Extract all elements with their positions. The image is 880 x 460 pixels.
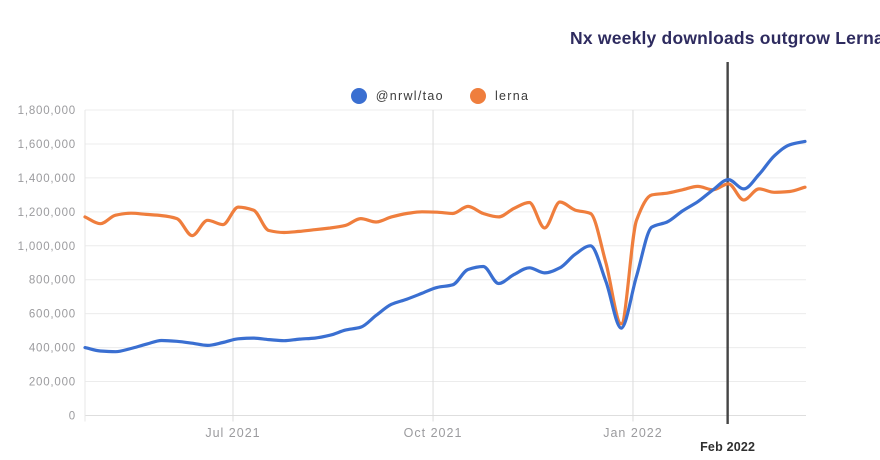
series-line-nrwl-tao[interactable]	[83, 139, 807, 354]
y-axis-tick-label: 200,000	[29, 377, 76, 389]
legend-label: @nrwl/tao	[375, 89, 444, 103]
y-axis-tick-label: 0	[69, 411, 76, 423]
legend-item-lerna[interactable]: lerna	[469, 88, 530, 104]
annotation-label: Feb 2022	[700, 440, 755, 454]
y-axis-tick-label: 1,800,000	[18, 105, 76, 117]
y-axis-tick-label: 600,000	[29, 309, 76, 321]
legend-label: lerna	[494, 89, 530, 103]
x-axis-tick-label: Jul 2021	[205, 426, 260, 440]
x-axis-tick-label: Jan 2022	[603, 426, 662, 440]
x-axis-tick-label: Oct 2021	[404, 426, 463, 440]
chart-title: Nx weekly downloads outgrow Lerna	[570, 28, 880, 48]
legend: @nrwl/tao lerna	[0, 88, 880, 104]
y-axis-tick-label: 400,000	[29, 343, 76, 355]
y-axis-tick-label: 800,000	[29, 275, 76, 287]
y-axis-tick-label: 1,000,000	[18, 241, 76, 253]
series-line-lerna[interactable]	[83, 182, 807, 326]
y-axis-tick-label: 1,400,000	[18, 173, 76, 185]
series-dot-icon	[350, 88, 367, 104]
series-dot-icon	[469, 88, 486, 104]
legend-item-nrwl-tao[interactable]: @nrwl/tao	[350, 88, 444, 104]
y-axis-tick-label: 1,200,000	[18, 207, 76, 219]
y-axis-tick-label: 1,600,000	[18, 139, 76, 151]
